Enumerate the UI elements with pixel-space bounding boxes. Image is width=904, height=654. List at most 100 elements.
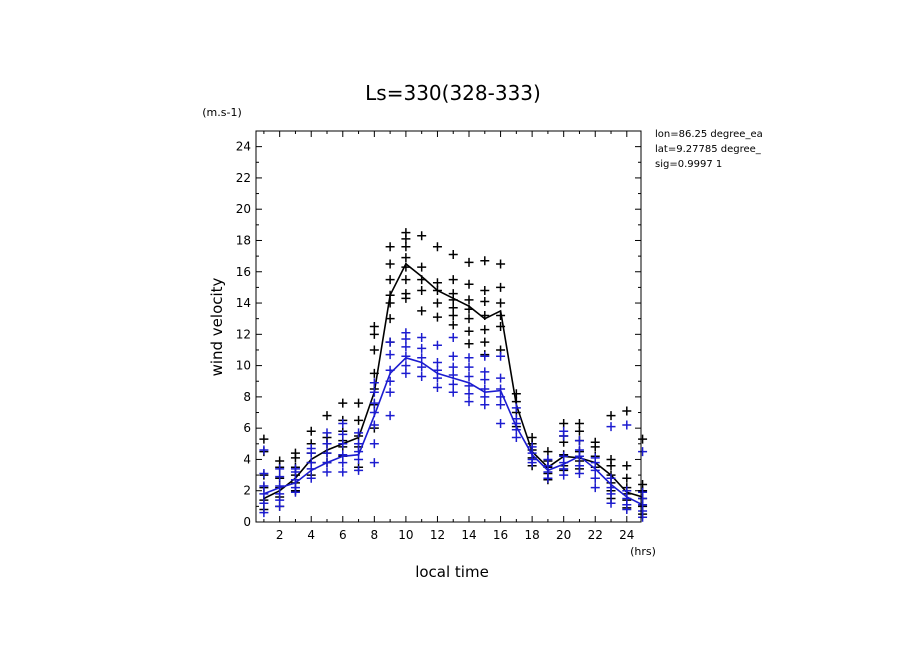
data-point: [448, 362, 458, 372]
x-tick-label: 2: [276, 528, 284, 542]
data-point: [448, 289, 458, 299]
data-point: [401, 228, 411, 238]
data-point: [369, 322, 379, 331]
data-point: [417, 286, 427, 296]
data-point: [448, 379, 458, 389]
data-point: [480, 367, 490, 377]
x-tick-label: 6: [339, 528, 347, 542]
data-point: [338, 439, 348, 449]
y-tick-label: 18: [236, 233, 251, 247]
data-point: [354, 439, 364, 449]
data-point: [338, 418, 348, 428]
data-point: [322, 439, 332, 449]
data-point: [464, 314, 474, 324]
data-point: [290, 448, 300, 458]
data-point: [448, 320, 458, 330]
data-point: [432, 373, 442, 383]
data-point: [448, 303, 458, 313]
data-point: [259, 481, 269, 491]
data-point: [385, 350, 395, 360]
data-point: [638, 479, 648, 489]
data-point: [385, 314, 395, 324]
data-point: [338, 429, 348, 439]
data-point: [574, 436, 584, 446]
data-point: [417, 372, 427, 382]
data-point: [480, 392, 490, 402]
data-point: [606, 411, 616, 421]
data-point: [338, 467, 348, 477]
data-point: [417, 332, 427, 342]
data-point: [401, 289, 411, 299]
data-point: [590, 465, 600, 475]
data-point: [401, 361, 411, 371]
data-point: [638, 434, 648, 444]
data-point: [322, 428, 332, 438]
data-point: [464, 279, 474, 289]
x-tick-label: 12: [430, 528, 445, 542]
y-tick-label: 14: [236, 296, 251, 310]
data-point: [622, 420, 632, 430]
data-point: [275, 472, 285, 482]
data-point: [417, 343, 427, 353]
data-point: [354, 454, 364, 464]
y-tick-label: 24: [236, 140, 251, 154]
data-point: [638, 487, 648, 497]
data-point: [480, 351, 490, 361]
data-point: [606, 498, 616, 508]
data-point: [480, 375, 490, 385]
data-point: [543, 447, 553, 457]
data-point: [369, 387, 379, 397]
data-point: [401, 351, 411, 361]
data-point: [480, 337, 490, 347]
data-point: [401, 253, 411, 263]
data-point: [432, 382, 442, 392]
data-point: [543, 454, 553, 464]
data-point: [322, 411, 332, 421]
y-tick-label: 0: [243, 515, 251, 529]
data-point: [496, 400, 506, 410]
data-point: [480, 400, 490, 410]
data-point: [417, 231, 427, 241]
data-point: [448, 332, 458, 342]
data-point: [385, 242, 395, 252]
data-point: [622, 473, 632, 483]
data-point: [606, 454, 616, 464]
data-point: [464, 372, 474, 382]
data-point: [417, 353, 427, 363]
data-point: [259, 434, 269, 444]
data-point: [338, 398, 348, 408]
data-point: [290, 483, 300, 493]
data-point: [559, 418, 569, 428]
data-point: [622, 486, 632, 496]
data-point: [432, 312, 442, 322]
data-point: [322, 448, 332, 458]
data-point: [306, 426, 316, 436]
data-point: [259, 489, 269, 499]
data-point: [464, 295, 474, 305]
data-point: [259, 445, 269, 455]
data-point: [432, 340, 442, 350]
data-point: [259, 508, 269, 518]
y-tick-label: 4: [243, 452, 251, 466]
data-point: [496, 373, 506, 383]
x-tick-label: 24: [619, 528, 634, 542]
data-point: [385, 275, 395, 285]
data-point: [480, 256, 490, 266]
data-point: [432, 278, 442, 288]
data-point: [511, 389, 521, 399]
data-point: [606, 473, 616, 483]
y-tick-label: 12: [236, 327, 251, 341]
data-point: [496, 298, 506, 308]
data-point: [275, 489, 285, 499]
y-tick-label: 20: [236, 202, 251, 216]
data-point: [369, 345, 379, 355]
data-point: [432, 357, 442, 367]
data-point: [559, 426, 569, 436]
data-point: [574, 445, 584, 455]
data-point: [448, 311, 458, 321]
data-point: [354, 465, 364, 475]
data-point: [385, 411, 395, 421]
y-tick-label: 2: [243, 484, 251, 498]
data-point: [275, 456, 285, 466]
data-point: [511, 433, 521, 443]
